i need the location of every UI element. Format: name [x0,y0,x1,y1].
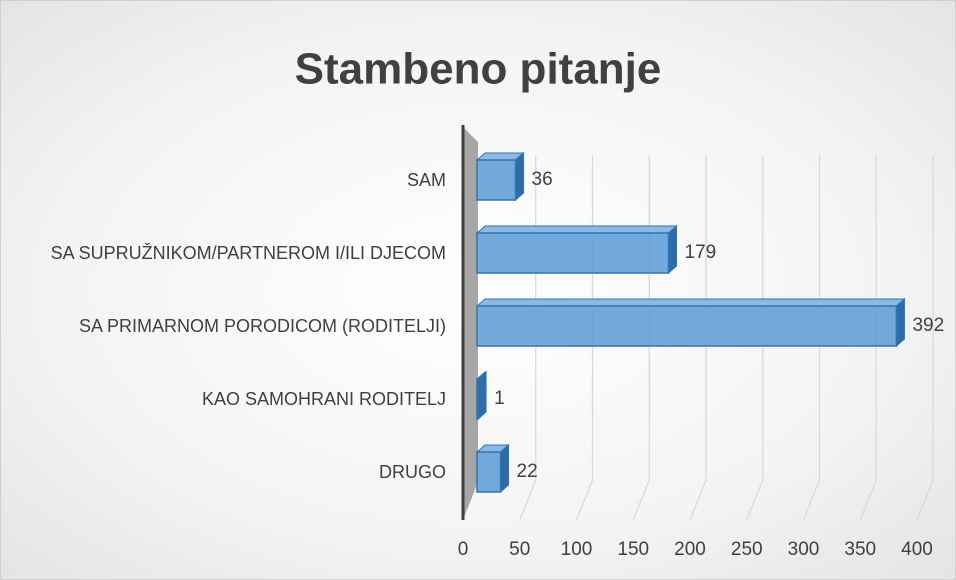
y-tick-label: SA SUPRUŽNIKOM/PARTNEROM I/ILI DJECOM [50,243,446,263]
bar-top [475,298,906,307]
grid-line [802,155,821,521]
bar-side [500,443,510,494]
x-tick-label: 400 [901,539,933,560]
y-tick-label: SA PRIMARNOM PORODICOM (RODITELJI) [78,316,446,336]
x-tick-label: 250 [731,539,763,560]
bar-side [515,151,525,202]
y-tick-label: SAM [406,170,446,190]
x-tick-label: 300 [788,539,820,560]
x-tick-label: 100 [561,539,593,560]
y-tick-label: KAO SAMOHRANI RODITELJ [201,389,446,409]
bar [476,305,898,347]
grid-line [746,155,764,521]
bar [476,232,670,274]
bar [476,451,502,493]
data-label: 392 [912,315,944,336]
grid-line [859,155,877,521]
bar-side [668,224,678,275]
grid-line [689,155,707,521]
x-tick-label: 150 [617,539,649,560]
axis-wall [463,127,478,520]
grid-line [916,155,934,521]
bar-top [475,225,678,234]
x-tick-label: 350 [844,539,876,560]
y-tick-label: DRUGO [379,462,446,482]
x-tick-label: 50 [509,539,530,560]
data-label: 1 [494,388,505,409]
data-label: 22 [517,461,538,482]
x-tick-label: 0 [458,539,469,560]
data-label: 36 [532,169,553,190]
bar-side [895,297,905,348]
x-tick-label: 200 [674,539,706,560]
bar [476,159,517,201]
data-label: 179 [685,242,717,263]
chart-title: Stambeno pitanje [295,45,662,94]
bar-side [477,370,487,421]
bar [476,378,479,420]
